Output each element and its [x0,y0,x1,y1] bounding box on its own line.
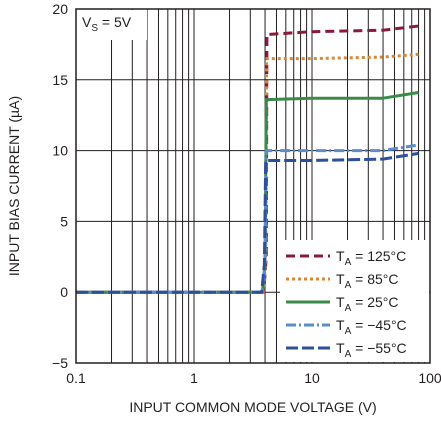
series-line-4 [76,151,419,294]
legend-label-4: TA = −55°C [336,340,407,360]
y-tick-label: 5 [60,213,68,229]
x-axis-label: INPUT COMMON MODE VOLTAGE (V) [129,399,376,415]
y-tick-label: 20 [52,1,68,17]
y-tick-label: 10 [52,143,68,159]
x-tick-label: 10 [304,370,320,386]
legend-label-3: TA = −45°C [336,317,407,337]
supply-annotation: VS = 5V [82,14,132,34]
y-tick-label: 0 [60,284,68,300]
legend-label-1: TA = 85°C [336,271,398,291]
x-tick-label: 100 [418,370,441,386]
legend-label-0: TA = 125°C [336,248,406,268]
x-tick-label: 0.1 [66,370,86,386]
y-tick-label: 15 [52,72,68,88]
y-tick-label: −5 [52,355,68,371]
legend: TA = 125°C TA = 85°C TA = 25°C TA = −45°C TA… [286,248,407,360]
tick-labels: 0.1 1 10 100 −5 0 5 10 15 20 [52,1,441,386]
plot-frame [75,8,431,364]
y-axis-label: INPUT BIAS CURRENT (µA) [6,96,22,276]
annotation-box [77,10,147,40]
series-lines [76,24,419,294]
legend-label-2: TA = 25°C [336,294,398,314]
x-tick-label: 1 [190,370,198,386]
